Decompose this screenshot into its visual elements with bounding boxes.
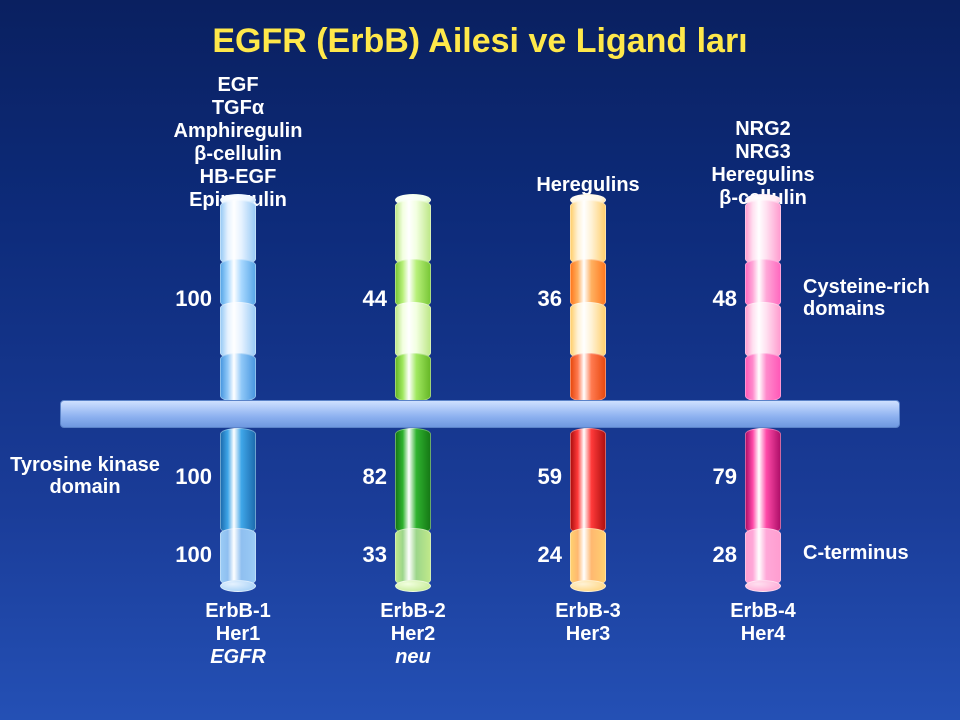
homology-number: 100 [160,464,212,490]
receptor-label: ErbB-3Her3 [528,600,648,646]
tyrosine-kinase-label: Tyrosine kinasedomain [10,454,160,498]
homology-number: 48 [685,286,737,312]
homology-number: 82 [335,464,387,490]
homology-number: 100 [160,286,212,312]
homology-number: 24 [510,542,562,568]
cysteine-rich-label: Cysteine-richdomains [803,276,930,320]
receptor-label: ErbB-4Her4 [703,600,823,646]
receptor-label: ErbB-1Her1EGFR [178,600,298,669]
membrane-bar [60,400,900,428]
homology-number: 100 [160,542,212,568]
c-terminus-label: C-terminus [803,542,909,565]
homology-number: 79 [685,464,737,490]
homology-number: 33 [335,542,387,568]
page-title: EGFR (ErbB) Ailesi ve Ligand ları [0,22,960,61]
homology-number: 28 [685,542,737,568]
homology-number: 44 [335,286,387,312]
homology-number: 36 [510,286,562,312]
receptor-label: ErbB-2Her2neu [353,600,473,669]
homology-number: 59 [510,464,562,490]
ligands-erbb1: EGFTGFαAmphiregulinβ-cellulinHB-EGFEpire… [158,74,318,212]
